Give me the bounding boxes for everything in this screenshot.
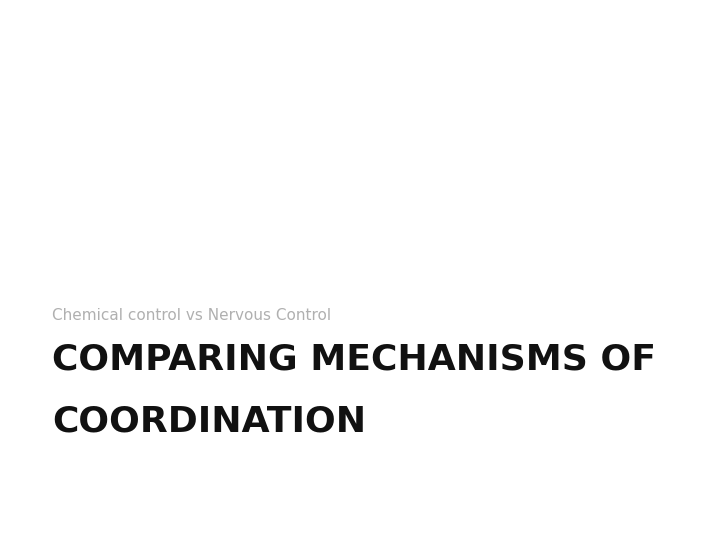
Text: Chemical control vs Nervous Control: Chemical control vs Nervous Control	[52, 308, 331, 323]
Text: COMPARING MECHANISMS OF: COMPARING MECHANISMS OF	[52, 342, 656, 376]
Text: COORDINATION: COORDINATION	[52, 404, 366, 438]
